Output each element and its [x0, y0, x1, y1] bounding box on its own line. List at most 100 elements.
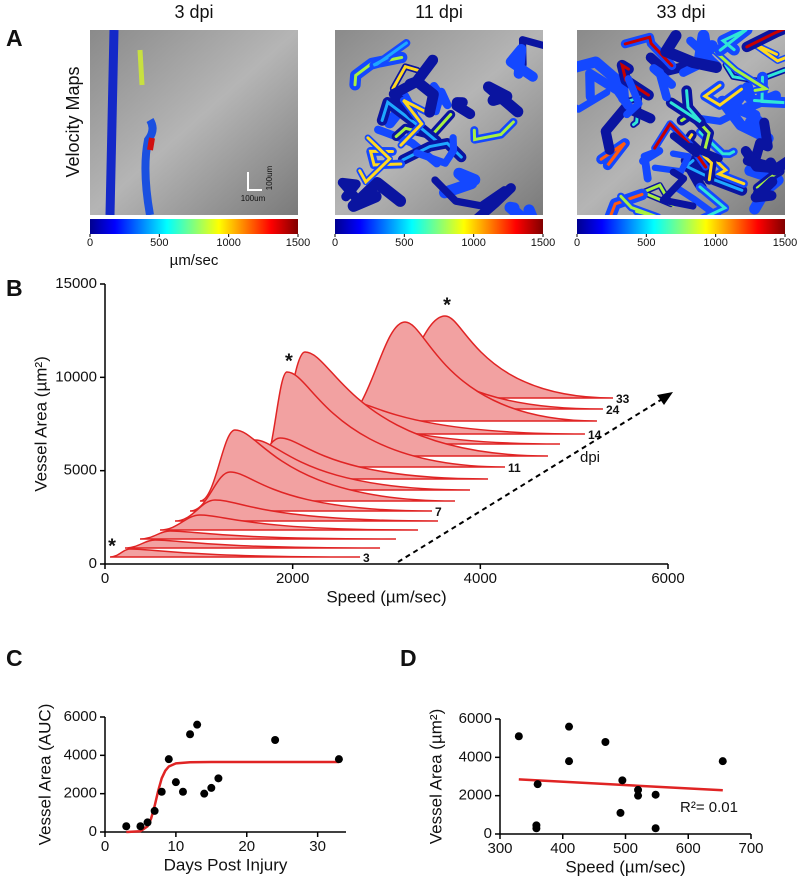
x-tick-label: 20: [238, 838, 255, 855]
vessel-flow: [745, 30, 785, 49]
vessel: [451, 97, 476, 120]
x-tick-label: 600: [676, 840, 701, 857]
data-point: [214, 774, 223, 783]
vessel: [504, 201, 538, 215]
data-point: [565, 757, 574, 766]
data-point: [601, 738, 610, 746]
data-point: [171, 778, 180, 787]
vessel: [693, 30, 718, 65]
colorbar: [577, 219, 785, 234]
ridge: [159, 514, 419, 531]
data-point: [514, 732, 523, 741]
vessel-flow: [702, 83, 743, 108]
vessels: [105, 30, 157, 215]
vessel: [639, 146, 664, 183]
panel-letter: C: [6, 645, 23, 671]
vessel: [577, 88, 611, 113]
y-axis-label: Vessel Area (µm²): [426, 709, 445, 844]
vessel: [716, 95, 774, 144]
vessels: [337, 36, 543, 215]
data-point: [634, 791, 643, 800]
colorbar-tick-label: 500: [395, 237, 413, 249]
annotation: R²= 0.01: [680, 799, 738, 816]
panel-letter: D: [400, 645, 417, 671]
ridge: [139, 530, 396, 540]
vessel-flow: [750, 41, 785, 63]
y-axis-label: Vessel Area (µm²): [31, 356, 50, 491]
map-title: 11 dpi: [415, 2, 463, 22]
vessels: [577, 30, 785, 215]
annotation: *: [443, 294, 451, 316]
data-point: [618, 776, 627, 785]
y-tick-label: 6000: [459, 710, 492, 727]
vessel: [505, 43, 538, 82]
colorbar-tick-label: 1500: [286, 237, 310, 249]
fit-line: [126, 760, 339, 834]
vessel: [659, 168, 697, 210]
vessel: [337, 177, 361, 202]
data-point: [136, 822, 145, 831]
vessel: [474, 183, 516, 215]
data-point: [143, 818, 152, 827]
data-point: [207, 783, 216, 792]
vessel: [669, 132, 723, 163]
ridge-label: 14: [588, 428, 602, 442]
ridge: [339, 321, 597, 422]
data-point: [200, 789, 209, 798]
x-tick-label: 2000: [276, 570, 309, 587]
vessel-flow: [683, 159, 744, 192]
vessel: [439, 167, 481, 199]
colorbar-tick-label: 1500: [531, 237, 555, 249]
velocity-map-image: [90, 30, 298, 215]
vessel: [600, 102, 656, 155]
data-point: [122, 822, 131, 831]
vessel: [623, 75, 643, 119]
data-point: [186, 730, 195, 739]
ridge-label: 3: [363, 551, 370, 565]
data-point: [157, 787, 166, 796]
vessel: [673, 184, 722, 215]
y-axis-label: Vessel Area (AUC): [35, 704, 54, 846]
colorbar-tick-label: 500: [637, 237, 655, 249]
x-tick-label: 4000: [464, 570, 497, 587]
vessel: [740, 146, 783, 174]
colorbar: [90, 219, 298, 234]
vessel: [429, 81, 452, 116]
colorbar: [335, 219, 543, 234]
data-point: [565, 722, 574, 731]
vessel: [347, 177, 407, 212]
scale-bar-label: 100um: [241, 194, 266, 203]
x-axis-label: Days Post Injury: [164, 855, 288, 874]
scale-bar-label: 100um: [265, 165, 274, 190]
data-point: [616, 808, 625, 817]
arrow-label: dpi: [580, 449, 600, 466]
vessel: [482, 81, 524, 118]
fit-line: [518, 778, 723, 792]
y-tick-label: 4000: [64, 746, 97, 763]
ridge: [261, 371, 506, 468]
y-tick-label: 6000: [64, 708, 97, 725]
vessel-flow: [372, 41, 408, 67]
x-tick-label: 400: [550, 840, 575, 857]
annotation: *: [285, 350, 293, 372]
x-tick-label: 0: [101, 570, 109, 587]
ridge: [189, 471, 433, 512]
x-tick-label: 6000: [651, 570, 684, 587]
y-axis-label: Velocity Maps: [63, 66, 83, 177]
data-point: [334, 755, 343, 764]
vessel-flow: [380, 99, 438, 143]
data-point: [193, 720, 202, 729]
y-tick-label: 2000: [64, 785, 97, 802]
map-title: 33 dpi: [656, 2, 705, 22]
y-tick-label: 0: [89, 823, 97, 840]
ridge-label: 24: [606, 403, 620, 417]
vessel-flow: [709, 46, 770, 92]
x-axis-label: Speed (µm/sec): [326, 587, 446, 606]
map-title: 3 dpi: [174, 2, 213, 22]
x-tick-label: 10: [168, 838, 185, 855]
colorbar-tick-label: 0: [332, 237, 338, 249]
colorbar-tick-label: 1000: [216, 237, 240, 249]
vessel-flow: [713, 158, 746, 186]
data-point: [150, 806, 159, 815]
